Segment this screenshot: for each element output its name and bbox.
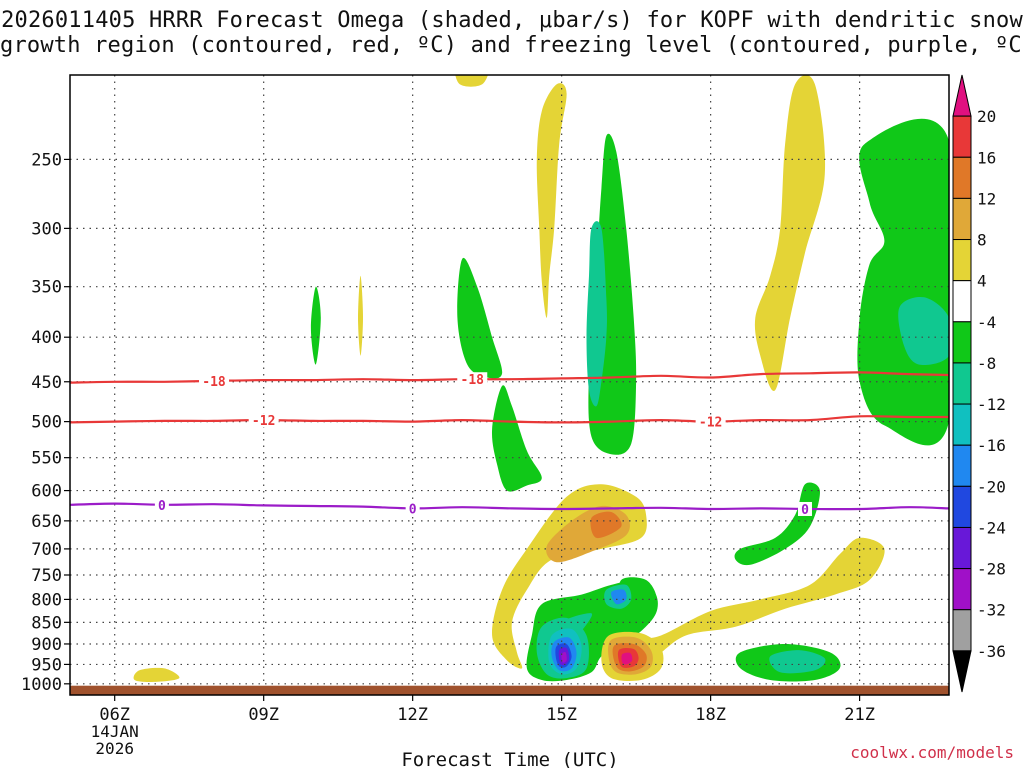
omega-region--8-22 [769,650,826,674]
contour-label-dgz-bottom-0: -12 [252,414,275,429]
x-date-label-1: 2026 [95,739,134,758]
contour-label-bg-freezing-level-0 [154,497,169,512]
x-tick-label-21Z: 21Z [844,705,875,725]
contour-label-bg-freezing-level-2 [797,501,812,516]
contour-label-dgz-top-0: -18 [202,375,226,390]
colorbar-box-10 [952,485,972,528]
colorbar-label-16: 16 [977,148,996,167]
omega-region-4-3 [754,75,826,391]
contour-label-bg-freezing-level-1 [405,501,420,516]
colorbar-label-8: 8 [977,231,987,250]
x-tick-label-18Z: 18Z [695,705,726,725]
y-tick-label-550: 550 [31,449,62,469]
colorbar-label--12: -12 [977,395,1006,414]
credit-link[interactable]: coolwx.com/models [850,743,1014,762]
colorbar-label--4: -4 [977,313,996,332]
plot-frame [69,74,950,696]
colorbar-box-3 [952,197,972,241]
colorbar-box-9 [952,444,972,487]
colorbar-label--28: -28 [977,560,1006,579]
omega-region--16-25 [611,589,627,605]
colorbar-label-12: 12 [977,189,996,208]
colorbar-arrow-bottom [952,650,972,693]
omega-region--4-6 [310,286,321,365]
y-tick-label-450: 450 [31,373,62,393]
contour-label-bg-dgz-top-0 [199,373,230,388]
omega-shading-layer [133,75,949,683]
y-tick-label-500: 500 [31,413,62,433]
ground-surface [70,685,949,695]
colorbar-label-4: 4 [977,272,987,291]
chart-title-line-1: 2026011405 HRRR Forecast Omega (shaded, … [1,8,1023,33]
contour-label-dgz-top-1: -18 [461,373,485,388]
y-tick-label-350: 350 [31,278,62,298]
colorbar-box-2 [952,156,972,199]
omega-region--28-28 [561,651,567,663]
y-tick-label-800: 800 [31,590,62,610]
omega-region--8-18 [898,296,949,365]
omega-region--4-16 [734,482,820,566]
contour-label-dgz-bottom-1: -12 [699,416,722,431]
colorbar-box-8 [952,403,972,446]
colorbar-label--24: -24 [977,518,1006,537]
y-tick-label-1000: 1000 [21,675,62,695]
colorbar-label--16: -16 [977,436,1006,455]
y-tick-label-400: 400 [31,328,62,348]
colorbar-box-6 [952,321,972,364]
omega-region-4-11 [629,537,885,665]
colorbar-label-20: 20 [977,107,996,126]
x-tick-label-06Z: 06Z [99,705,130,725]
contour-dgz-bottom [70,415,949,424]
x-date-label-0: 14JAN [91,722,139,741]
y-tick-label-250: 250 [31,150,62,170]
x-tick-label-12Z: 12Z [397,705,428,725]
omega-region--8-17 [586,221,607,407]
colorbar-box-11 [952,526,972,570]
colorbar-box-4 [952,239,972,282]
colorbar-box-1 [952,115,972,158]
y-axis: 2503003504004505005506006507007508008509… [21,150,70,695]
omega-region-4-0 [536,83,567,318]
colorbar-label--20: -20 [977,477,1006,496]
colorbar-box-12 [952,568,972,611]
y-tick-label-850: 850 [31,613,62,633]
colorbar-label--8: -8 [977,354,996,373]
chart-title-line-2: growth region (contoured, red, ºC) and f… [0,33,1024,58]
y-tick-label-950: 950 [31,655,62,675]
omega-region-4-12 [133,667,180,683]
contour-label-bg-dgz-bottom-1 [695,414,726,429]
omega-region--4-7 [857,118,949,446]
y-tick-label-700: 700 [31,540,62,560]
y-tick-label-750: 750 [31,566,62,586]
colorbar-label--36: -36 [977,642,1006,661]
contour-label-bg-dgz-bottom-0 [248,413,279,428]
y-tick-label-600: 600 [31,482,62,502]
omega-region-4-1 [455,75,488,87]
contour-label-freezing-level-0: 0 [158,499,166,514]
contour-label-freezing-level-2: 0 [801,503,809,518]
colorbar-arrow-top [952,74,972,117]
omega-region-4-2 [358,275,363,356]
x-axis-title: Forecast Time (UTC) [401,749,618,768]
contour-label-bg-dgz-top-1 [457,372,488,387]
contour-label-freezing-level-1: 0 [409,502,417,517]
x-tick-label-09Z: 09Z [248,705,279,725]
omega-region--4-8 [491,385,542,492]
colorbar-label--32: -32 [977,601,1006,620]
colorbar: 20 16 12 8 4 -4 -8 -12 -16 -20 -24 -28 -32 -36 [952,74,1006,693]
y-tick-label-650: 650 [31,512,62,532]
colorbar-box-13 [952,609,972,652]
omega-region-12-34 [590,511,622,539]
colorbar-box-7 [952,362,972,405]
colorbar-box-5 [952,280,972,323]
omega-region--4-5 [457,257,503,379]
y-tick-label-900: 900 [31,635,62,655]
omega-region-20-33 [621,652,633,665]
ground-layer [70,685,949,695]
y-tick-label-300: 300 [31,219,62,239]
contour-labels: -18 -18 -12 -12 0 0 0 [154,372,812,518]
x-tick-label-15Z: 15Z [546,705,577,725]
